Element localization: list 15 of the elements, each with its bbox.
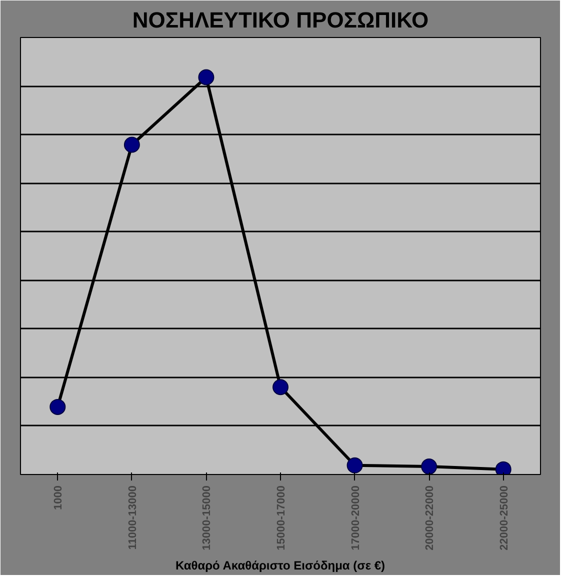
point bbox=[124, 136, 140, 153]
x-tick-label: 13000-15000 bbox=[201, 485, 214, 550]
x-tick-label: 1000 bbox=[52, 485, 65, 510]
x-tick-label: 22000-25000 bbox=[498, 485, 510, 550]
x-axis-title: Καθαρό Ακαθάριστο Εισόδημα (σε €) bbox=[175, 558, 386, 572]
x-tick-label: 15000-17000 bbox=[276, 485, 288, 550]
point bbox=[50, 398, 66, 415]
point bbox=[198, 69, 214, 86]
chart-title: ΝΟΣΗΛΕΥΤΙΚΟ ΠΡΟΣΩΠΙΚΟ bbox=[132, 8, 429, 32]
point bbox=[346, 457, 363, 474]
x-tick-label: 17000-20000 bbox=[350, 485, 362, 550]
point bbox=[272, 379, 288, 396]
point bbox=[421, 458, 438, 474]
x-tick-label: 20000-22000 bbox=[424, 485, 436, 550]
x-tick-label: 11000-13000 bbox=[126, 486, 139, 550]
